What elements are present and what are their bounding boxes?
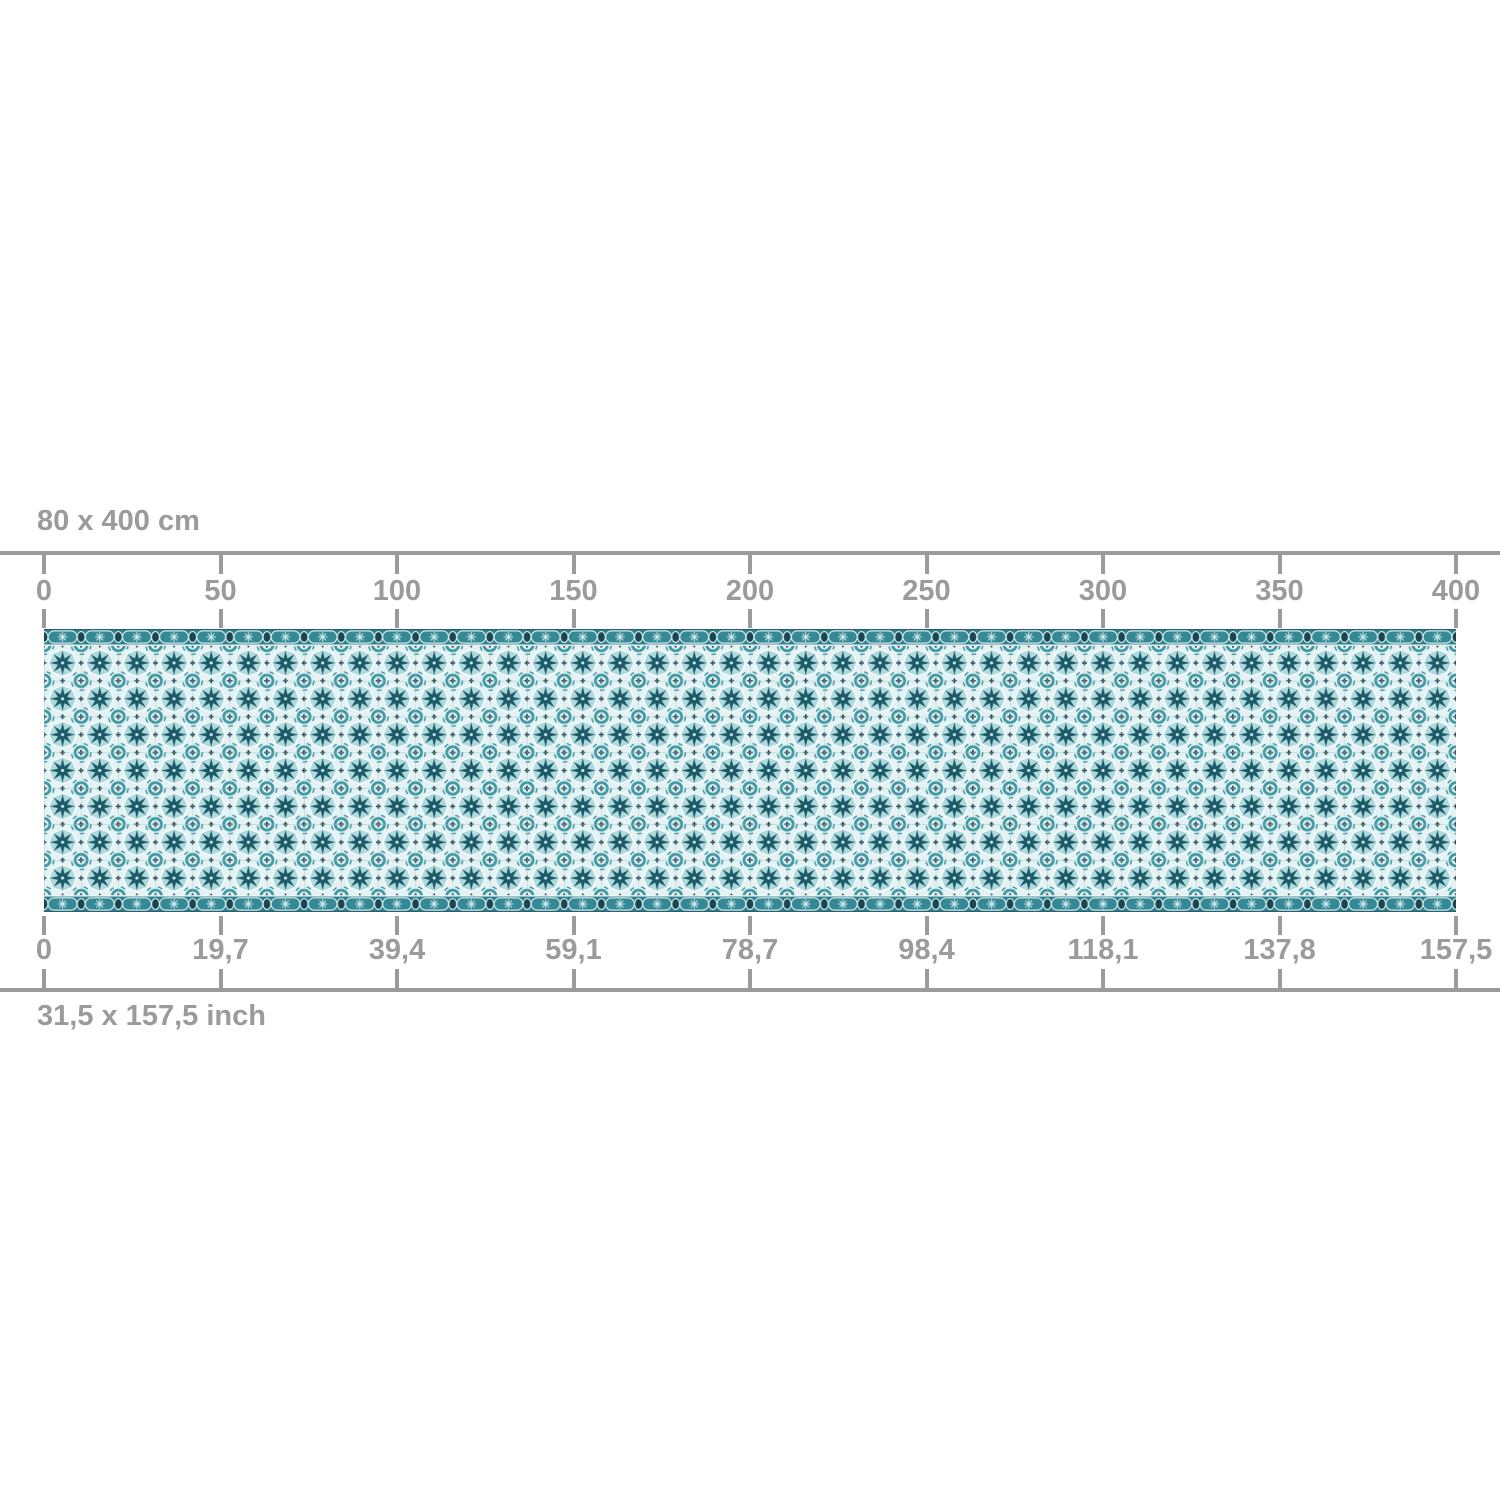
ruler-number: 78,7	[721, 934, 779, 966]
ruler-tick	[218, 916, 223, 935]
ruler-number: 100	[372, 575, 422, 607]
ruler-tick	[924, 969, 929, 988]
inch-size-label: 31,5 x 157,5 inch	[37, 1000, 266, 1032]
ruler-tick	[1101, 555, 1105, 574]
ruler-tick	[1101, 916, 1105, 935]
ruler-tick	[748, 609, 752, 628]
inch-ruler-tick-row-upper	[42, 916, 1458, 935]
ruler-tick	[748, 555, 752, 574]
cm-size-label: 80 x 400 cm	[37, 505, 200, 537]
cm-ruler-tick-row-lower	[42, 609, 1458, 628]
cm-ruler-tick-row-upper	[42, 555, 1458, 574]
ruler-number: 137,8	[1243, 934, 1316, 966]
ruler-tick	[1454, 916, 1458, 935]
inch-ruler-tick-row-lower	[42, 969, 1458, 988]
ruler-tick	[395, 609, 399, 628]
ruler-tick	[1277, 969, 1282, 988]
cm-ruler-numbers: 0 50 100 150 200 250 300 350 400	[36, 575, 1480, 607]
ruler-tick	[395, 916, 399, 935]
tile-pattern-svg	[44, 629, 1456, 912]
ruler-tick	[571, 969, 576, 988]
ruler-tick	[42, 555, 46, 574]
ruler-tick	[1101, 969, 1105, 988]
ruler-tick	[42, 916, 46, 935]
ruler-number: 19,7	[192, 934, 249, 966]
ruler-number: 300	[1078, 575, 1128, 607]
ruler-number: 250	[902, 575, 951, 607]
ruler-number: 118,1	[1067, 934, 1139, 966]
ruler-tick	[395, 555, 399, 574]
ruler-tick	[1277, 555, 1282, 574]
ruler-number: 0	[35, 575, 53, 607]
inch-ruler-numbers: 0 19,7 39,4 59,1 78,7 98,4 118,1 137,8 157,5	[36, 934, 1492, 966]
ruler-tick	[571, 555, 576, 574]
ruler-number: 50	[204, 575, 237, 607]
ruler-number: 157,5	[1419, 934, 1493, 966]
ruler-tick	[748, 969, 752, 988]
ruler-tick	[395, 969, 399, 988]
ruler-tick	[924, 916, 929, 935]
ruler-tick	[571, 609, 576, 628]
ruler-tick	[42, 969, 46, 988]
ruler-tick	[1101, 609, 1105, 628]
ruler-tick	[1454, 609, 1458, 628]
tile-pattern-panel-image	[44, 629, 1456, 912]
inch-ruler-line	[0, 988, 1500, 992]
ruler-tick	[218, 969, 223, 988]
cm-ruler-line	[0, 551, 1500, 555]
ruler-number: 350	[1255, 575, 1304, 607]
ruler-number: 98,4	[898, 934, 955, 966]
ruler-tick	[924, 555, 929, 574]
ruler-tick	[1454, 969, 1458, 988]
ruler-tick	[571, 916, 576, 935]
ruler-number: 200	[725, 575, 775, 607]
ruler-tick	[748, 916, 752, 935]
ruler-tick	[218, 609, 223, 628]
ruler-tick	[924, 609, 929, 628]
ruler-number: 150	[549, 575, 598, 607]
ruler-tick	[1277, 916, 1282, 935]
ruler-tick	[1454, 555, 1458, 574]
ruler-number: 400	[1431, 575, 1481, 607]
ruler-number: 0	[35, 934, 53, 966]
ruler-number: 59,1	[545, 934, 602, 966]
ruler-tick	[218, 555, 223, 574]
ruler-number: 39,4	[368, 934, 426, 966]
ruler-tick	[1277, 609, 1282, 628]
ruler-tick	[42, 609, 46, 628]
